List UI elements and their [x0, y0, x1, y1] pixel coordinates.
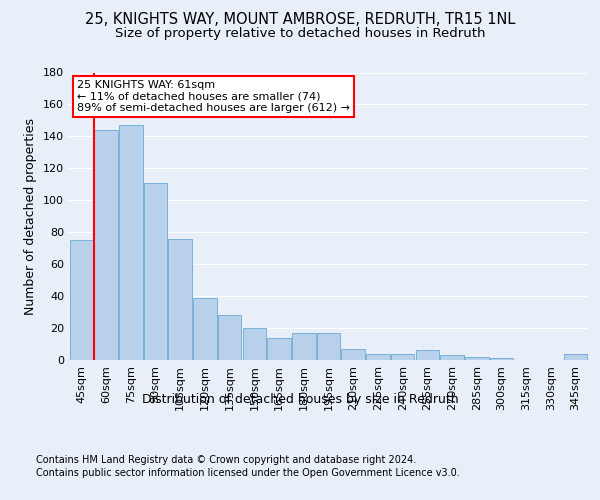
Bar: [193, 298, 217, 360]
Bar: [416, 350, 439, 360]
Bar: [144, 182, 167, 360]
Bar: [341, 349, 365, 360]
Y-axis label: Number of detached properties: Number of detached properties: [25, 118, 37, 315]
Bar: [169, 238, 192, 360]
Bar: [268, 338, 291, 360]
Bar: [391, 354, 415, 360]
Bar: [292, 333, 316, 360]
Bar: [440, 355, 464, 360]
Text: 25, KNIGHTS WAY, MOUNT AMBROSE, REDRUTH, TR15 1NL: 25, KNIGHTS WAY, MOUNT AMBROSE, REDRUTH,…: [85, 12, 515, 28]
Bar: [119, 125, 143, 360]
Bar: [242, 328, 266, 360]
Text: Contains public sector information licensed under the Open Government Licence v3: Contains public sector information licen…: [36, 468, 460, 477]
Bar: [465, 357, 488, 360]
Bar: [317, 333, 340, 360]
Bar: [366, 354, 389, 360]
Bar: [564, 354, 587, 360]
Text: Contains HM Land Registry data © Crown copyright and database right 2024.: Contains HM Land Registry data © Crown c…: [36, 455, 416, 465]
Bar: [490, 358, 513, 360]
Bar: [70, 240, 93, 360]
Text: Distribution of detached houses by size in Redruth: Distribution of detached houses by size …: [142, 392, 458, 406]
Bar: [94, 130, 118, 360]
Text: Size of property relative to detached houses in Redruth: Size of property relative to detached ho…: [115, 28, 485, 40]
Bar: [218, 316, 241, 360]
Text: 25 KNIGHTS WAY: 61sqm
← 11% of detached houses are smaller (74)
89% of semi-deta: 25 KNIGHTS WAY: 61sqm ← 11% of detached …: [77, 80, 350, 113]
